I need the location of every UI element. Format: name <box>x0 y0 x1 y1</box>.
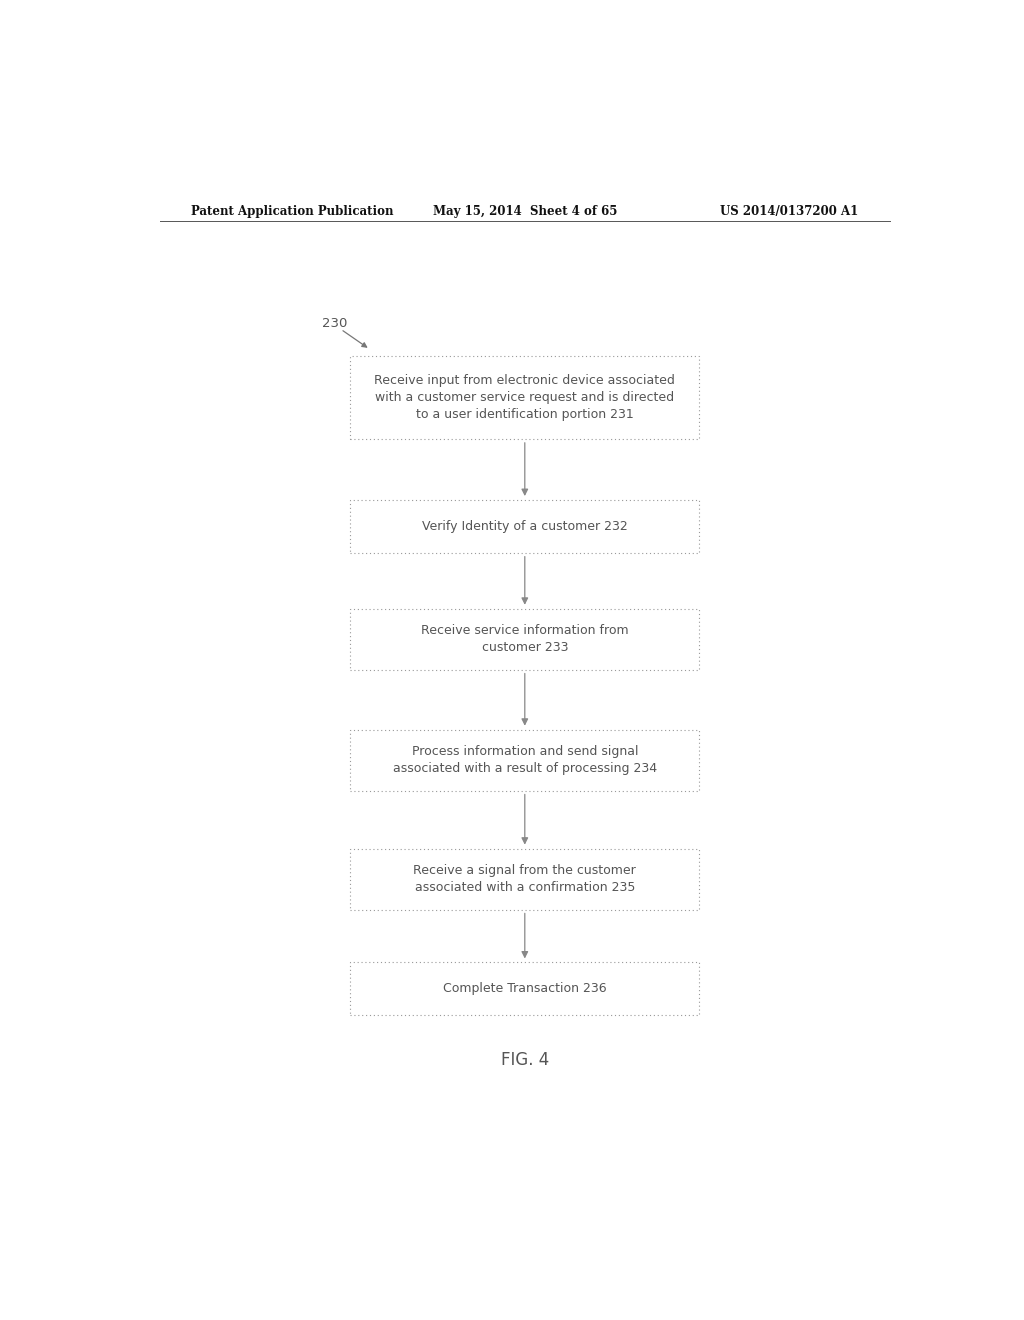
Text: 230: 230 <box>323 317 348 330</box>
Text: US 2014/0137200 A1: US 2014/0137200 A1 <box>720 205 858 218</box>
Text: Patent Application Publication: Patent Application Publication <box>191 205 394 218</box>
FancyBboxPatch shape <box>350 355 699 440</box>
Text: Verify Identity of a customer 232: Verify Identity of a customer 232 <box>422 520 628 533</box>
Text: Process information and send signal
associated with a result of processing 234: Process information and send signal asso… <box>393 744 656 775</box>
FancyBboxPatch shape <box>350 730 699 791</box>
Text: May 15, 2014  Sheet 4 of 65: May 15, 2014 Sheet 4 of 65 <box>432 205 617 218</box>
FancyBboxPatch shape <box>350 962 699 1015</box>
Text: Receive input from electronic device associated
with a customer service request : Receive input from electronic device ass… <box>375 374 675 421</box>
FancyBboxPatch shape <box>350 849 699 909</box>
Text: Receive service information from
customer 233: Receive service information from custome… <box>421 624 629 655</box>
Text: FIG. 4: FIG. 4 <box>501 1051 549 1069</box>
FancyBboxPatch shape <box>350 609 699 669</box>
Text: Complete Transaction 236: Complete Transaction 236 <box>443 982 606 995</box>
FancyBboxPatch shape <box>350 500 699 553</box>
Text: Receive a signal from the customer
associated with a confirmation 235: Receive a signal from the customer assoc… <box>414 865 636 894</box>
